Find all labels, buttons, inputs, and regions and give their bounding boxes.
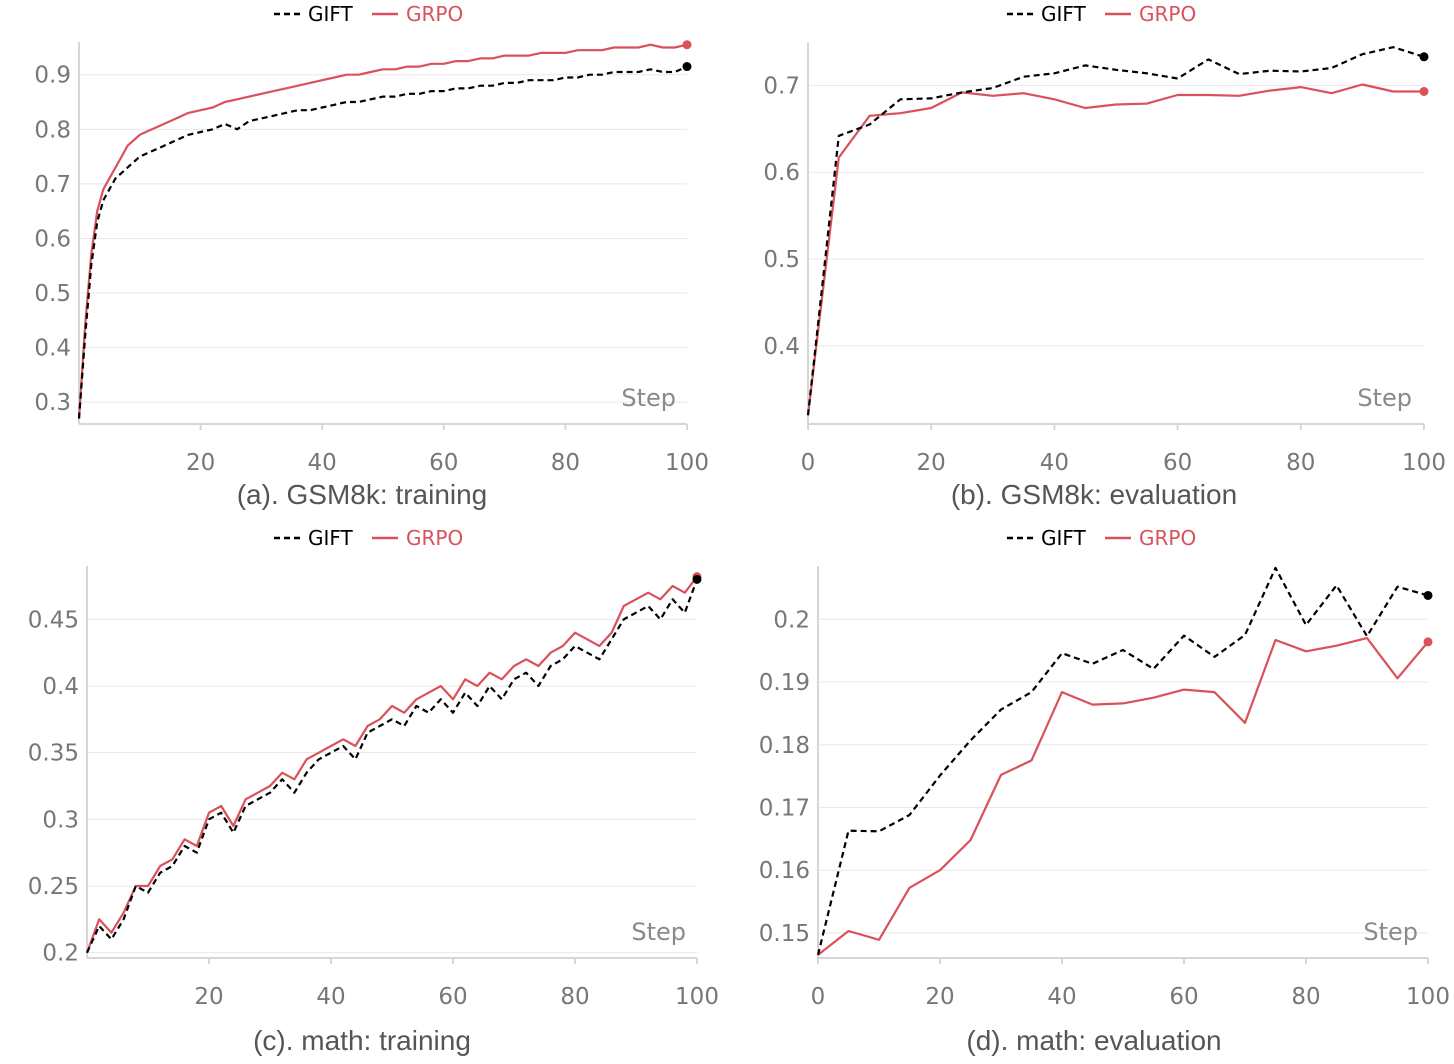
y-tick-label: 0.16 — [759, 858, 810, 884]
y-tick-label: 0.3 — [42, 807, 79, 833]
x-tick-label: 20 — [194, 984, 223, 1010]
y-tick-label: 0.6 — [34, 226, 71, 252]
chart-legend: GIFT GRPO — [1007, 2, 1196, 26]
x-axis-title: Step — [631, 918, 686, 946]
y-tick-label: 0.3 — [34, 390, 71, 416]
x-tick-label: 20 — [925, 984, 954, 1010]
x-tick-label: 60 — [429, 450, 458, 476]
x-tick-label: 40 — [1040, 450, 1069, 476]
chart-legend: GIFT GRPO — [1007, 526, 1196, 550]
y-tick-label: 0.4 — [34, 336, 71, 362]
x-tick-label: 80 — [551, 450, 580, 476]
chart-legend: GIFT GRPO — [274, 526, 463, 550]
y-tick-label: 0.17 — [759, 795, 810, 821]
x-tick-label: 80 — [1291, 984, 1320, 1010]
series-line-grpo — [817, 636, 1429, 956]
series-end-point-grpo — [1423, 637, 1433, 647]
y-tick-label: 0.35 — [28, 741, 79, 767]
series-line-gift — [85, 578, 699, 954]
series-end-point-grpo — [682, 40, 692, 50]
series-line-grpo — [85, 576, 698, 954]
chart-caption: (b). GSM8k: evaluation — [951, 479, 1237, 510]
legend-label-grpo: GRPO — [1139, 526, 1196, 550]
x-tick-label: 60 — [1169, 984, 1198, 1010]
chart-panel-4: 0.15 0.16 0.17 0.18 0.19 0.2 0 20 40 60 80 100 Step G… — [759, 526, 1450, 1056]
x-tick-label: 20 — [917, 450, 946, 476]
y-tick-label: 0.5 — [34, 281, 71, 307]
y-tick-label: 0.9 — [34, 63, 71, 89]
x-tick-label: 60 — [438, 984, 467, 1010]
y-tick-label: 0.7 — [34, 172, 71, 198]
x-tick-label: 20 — [186, 450, 215, 476]
chart-caption: (a). GSM8k: training — [237, 479, 488, 510]
series-line-gift — [816, 566, 1429, 956]
y-tick-label: 0.6 — [763, 160, 800, 186]
y-tick-label: 0.45 — [28, 607, 79, 633]
series-end-point-gift — [682, 62, 692, 72]
y-tick-label: 0.2 — [42, 941, 79, 967]
y-tick-label: 0.18 — [759, 733, 810, 759]
x-tick-label: 80 — [1286, 450, 1315, 476]
chart-legend: GIFT GRPO — [274, 2, 463, 26]
x-tick-label: 80 — [560, 984, 589, 1010]
y-tick-label: 0.4 — [42, 674, 79, 700]
series-end-point-gift — [1419, 52, 1429, 62]
x-axis-title: Step — [1363, 918, 1418, 946]
chart-panel-1: 0.3 0.4 0.5 0.6 0.7 0.8 0.9 20 40 60 80 100 Step GIFT… — [34, 2, 709, 510]
series-end-point-gift — [692, 574, 702, 584]
x-tick-label: 60 — [1163, 450, 1192, 476]
series-line-gift — [77, 65, 688, 419]
x-tick-label: 0 — [801, 450, 816, 476]
x-tick-label: 0 — [811, 984, 826, 1010]
x-tick-label: 40 — [1047, 984, 1076, 1010]
legend-label-gift: GIFT — [1041, 526, 1087, 550]
y-tick-label: 0.2 — [773, 607, 810, 633]
chart-panel-2: 0.4 0.5 0.6 0.7 0 20 40 60 80 100 Step GIFT GRPO (b).… — [763, 2, 1446, 510]
y-tick-label: 0.4 — [763, 334, 800, 360]
chart-caption: (c). math: training — [253, 1025, 471, 1056]
x-tick-label: 40 — [316, 984, 345, 1010]
y-tick-label: 0.15 — [759, 921, 810, 947]
x-tick-label: 100 — [1406, 984, 1450, 1010]
series-line-grpo — [77, 43, 688, 419]
x-tick-label: 100 — [665, 450, 709, 476]
chart-caption: (d). math: evaluation — [966, 1025, 1221, 1056]
y-tick-label: 0.25 — [28, 874, 79, 900]
x-tick-label: 40 — [308, 450, 337, 476]
y-tick-label: 0.19 — [759, 670, 810, 696]
y-tick-label: 0.5 — [763, 247, 800, 273]
chart-panel-3: 0.2 0.25 0.3 0.35 0.4 0.45 20 40 60 80 100 Step GIFT… — [28, 526, 719, 1056]
x-tick-label: 100 — [675, 984, 719, 1010]
legend-label-grpo: GRPO — [406, 2, 463, 26]
legend-label-grpo: GRPO — [1139, 2, 1196, 26]
series-line-grpo — [806, 83, 1424, 416]
x-axis-title: Step — [621, 384, 676, 412]
series-end-point-gift — [1423, 590, 1433, 600]
legend-label-gift: GIFT — [308, 2, 354, 26]
y-tick-label: 0.7 — [763, 73, 800, 99]
legend-label-gift: GIFT — [1041, 2, 1087, 26]
legend-label-grpo: GRPO — [406, 526, 463, 550]
series-line-gift — [806, 46, 1425, 416]
y-tick-label: 0.8 — [34, 117, 71, 143]
series-end-point-grpo — [1419, 86, 1429, 96]
legend-label-gift: GIFT — [308, 526, 354, 550]
x-tick-label: 100 — [1402, 450, 1446, 476]
x-axis-title: Step — [1357, 384, 1412, 412]
